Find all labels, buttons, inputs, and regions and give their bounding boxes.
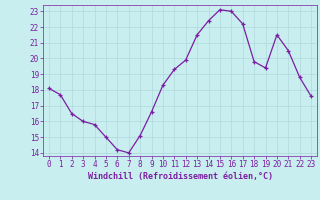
X-axis label: Windchill (Refroidissement éolien,°C): Windchill (Refroidissement éolien,°C) bbox=[87, 172, 273, 181]
